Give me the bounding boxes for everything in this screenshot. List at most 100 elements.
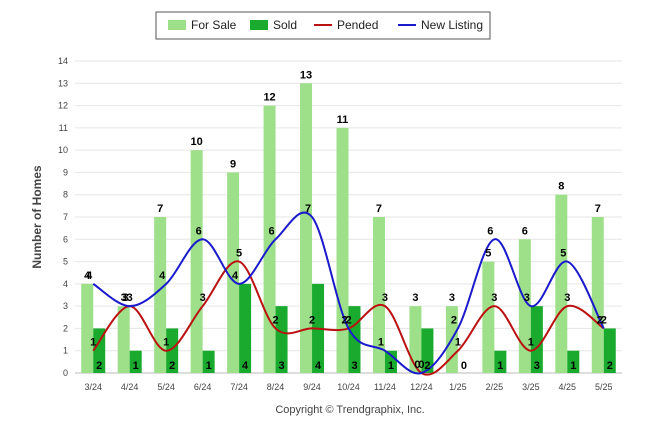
bar [591,217,604,373]
x-tick-label: 3/24 [84,382,102,392]
data-label: 3 [564,292,570,304]
data-label: 0 [418,359,424,371]
legend-label: Sold [273,18,297,32]
data-label: 2 [96,360,102,372]
bar [117,306,130,373]
data-label: 1 [206,360,212,372]
bar [129,350,142,373]
y-tick-label: 13 [58,78,68,88]
x-tick-label: 4/25 [559,382,577,392]
y-tick-label: 3 [63,301,68,311]
bar [409,306,422,373]
bar [567,350,580,373]
bar [93,328,106,373]
data-label: 2 [451,314,457,326]
bar [190,150,203,373]
y-tick-label: 2 [63,323,68,333]
data-label: 7 [595,203,601,215]
data-label: 3 [123,292,129,304]
x-tick-label: 4/24 [121,382,139,392]
legend: For Sale Sold Pended New Listing [168,18,483,32]
data-label: 3 [449,292,455,304]
data-label: 1 [378,337,384,349]
data-label: 13 [300,69,312,81]
bar [421,328,434,373]
y-tick-label: 5 [63,257,68,267]
x-axis: 3/24 4/24 5/24 6/24 7/24 8/24 9/24 10/24 11/24 12… [84,382,612,392]
legend-swatch [250,20,268,30]
data-label: 2 [424,360,430,372]
bar [275,306,288,373]
bar [239,283,252,373]
data-label: 4 [86,270,93,282]
data-label: 11 [337,114,349,126]
y-tick-label: 10 [58,145,68,155]
data-label: 5 [236,248,242,260]
data-label: 3 [200,292,206,304]
series-line [92,211,605,375]
data-label: 2 [309,314,315,326]
data-label: 1 [528,337,534,349]
data-label: 1 [497,360,503,372]
data-label: 2 [345,314,351,326]
data-label: 1 [133,360,139,372]
data-label: 2 [597,314,603,326]
legend-label: Pended [337,18,378,32]
data-label: 4 [159,270,166,282]
bar [603,328,616,373]
data-label: 4 [242,360,249,372]
bar [482,261,495,373]
y-tick-label: 9 [63,167,68,177]
data-label: 2 [169,360,175,372]
legend-swatch [168,20,186,30]
lines [92,211,605,376]
data-label: 4 [232,270,239,282]
bar [154,217,167,373]
data-label: 3 [412,292,418,304]
bar [227,172,240,373]
data-label: 2 [341,314,347,326]
data-label: 3 [534,360,540,372]
data-label: 2 [601,314,607,326]
data-label: 8 [558,181,564,193]
data-label: 7 [305,203,311,215]
data-label: 3 [127,292,133,304]
x-tick-label: 9/24 [303,382,321,392]
data-label: 4 [84,270,91,282]
bar [494,350,507,373]
data-label: 3 [382,292,388,304]
x-tick-label: 6/24 [194,382,212,392]
data-label: 3 [524,292,530,304]
x-tick-label: 10/24 [337,382,360,392]
data-label: 6 [487,225,493,237]
data-label: 9 [230,158,236,170]
bar [372,217,385,373]
data-label: 0 [461,360,467,372]
y-tick-label: 1 [63,346,68,356]
data-label: 3 [279,360,285,372]
data-label: 6 [269,225,275,237]
data-label: 5 [485,248,491,260]
bar [384,350,397,373]
bar [336,127,349,373]
y-tick-label: 6 [63,234,68,244]
data-label: 3 [351,360,357,372]
x-tick-label: 8/24 [267,382,285,392]
copyright-text: Copyright © Trendgraphix, Inc. [275,404,424,416]
data-label: 1 [388,360,394,372]
x-tick-label: 3/25 [522,382,540,392]
bar [202,350,215,373]
data-label: 2 [607,360,613,372]
data-label: 12 [263,92,275,104]
bar [555,194,568,373]
data-label: 2 [273,314,279,326]
y-tick-label: 14 [58,56,68,66]
y-tick-label: 12 [58,101,68,111]
data-label: 4 [315,360,322,372]
data-label: 7 [376,203,382,215]
bar [530,306,543,373]
x-tick-label: 5/25 [595,382,613,392]
data-label: 10 [191,136,203,148]
bar [81,283,94,373]
